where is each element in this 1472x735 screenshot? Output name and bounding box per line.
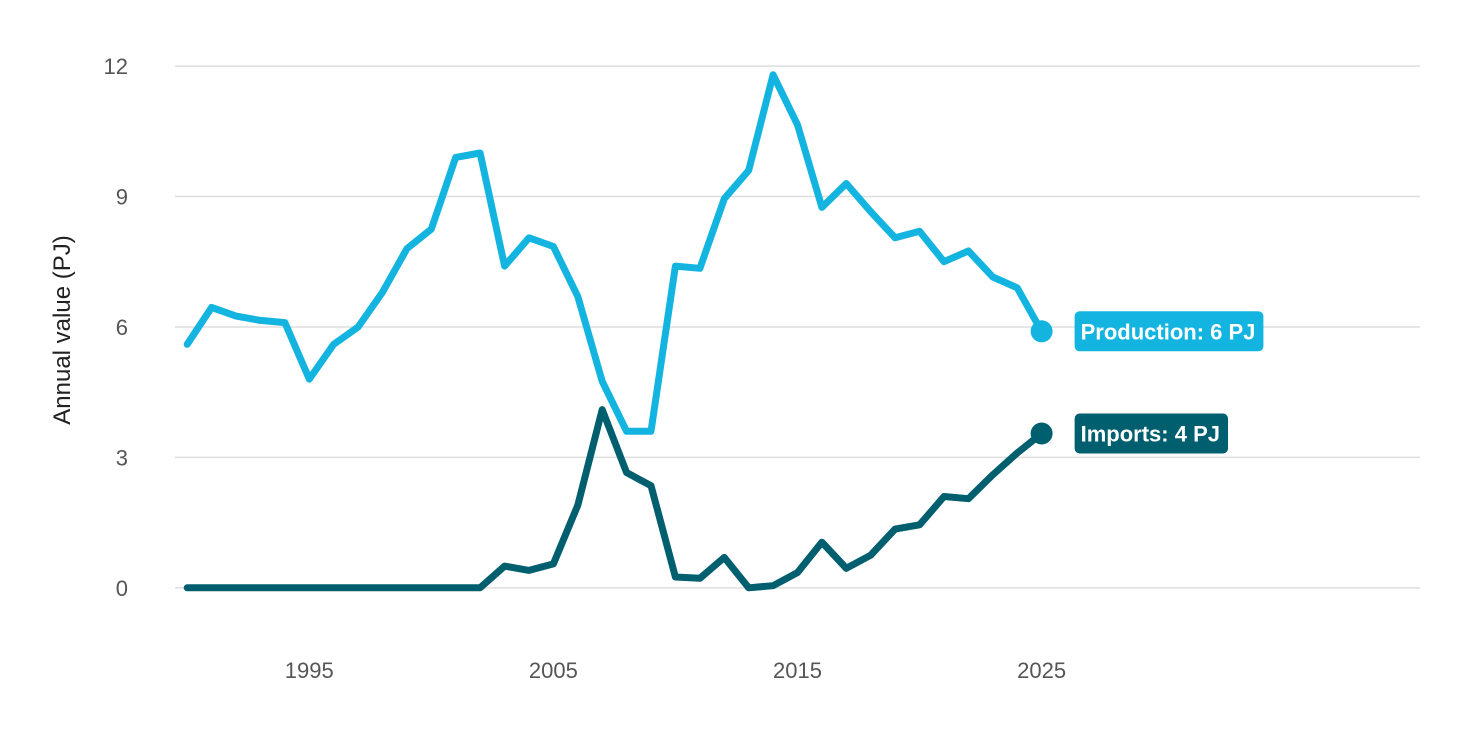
- x-axis-tick-labels: 1995 2005 2015 2025: [285, 658, 1066, 683]
- x-tick-label: 2025: [1017, 658, 1066, 683]
- y-tick-label: 9: [116, 185, 128, 210]
- y-tick-label: 12: [104, 54, 128, 79]
- y-tick-label: 3: [116, 445, 128, 470]
- end-labels: Production: 6 PJ Imports: 4 PJ: [1074, 311, 1264, 454]
- gridlines: [175, 65, 1420, 589]
- x-tick-label: 2015: [773, 658, 822, 683]
- end-label-text: Production: 6 PJ: [1081, 319, 1256, 344]
- y-tick-label: 6: [116, 315, 128, 340]
- series-lines: [183, 71, 1053, 592]
- y-axis-tick-labels: 0 3 6 9 12: [104, 54, 128, 601]
- end-point-imports: [1030, 422, 1053, 445]
- end-label-production: Production: 6 PJ: [1074, 311, 1264, 352]
- y-axis-label: Annual value (PJ): [49, 235, 76, 424]
- x-tick-label: 2005: [529, 658, 578, 683]
- x-tick-label: 1995: [285, 658, 334, 683]
- y-tick-label: 0: [116, 576, 128, 601]
- series-line-production: [183, 71, 1046, 435]
- series-line-imports: [183, 406, 1046, 592]
- end-label-box: [1074, 311, 1264, 352]
- end-label-box: [1074, 413, 1229, 454]
- end-label-imports: Imports: 4 PJ: [1074, 413, 1229, 454]
- end-label-text: Imports: 4 PJ: [1081, 421, 1220, 446]
- end-point-production: [1030, 320, 1053, 343]
